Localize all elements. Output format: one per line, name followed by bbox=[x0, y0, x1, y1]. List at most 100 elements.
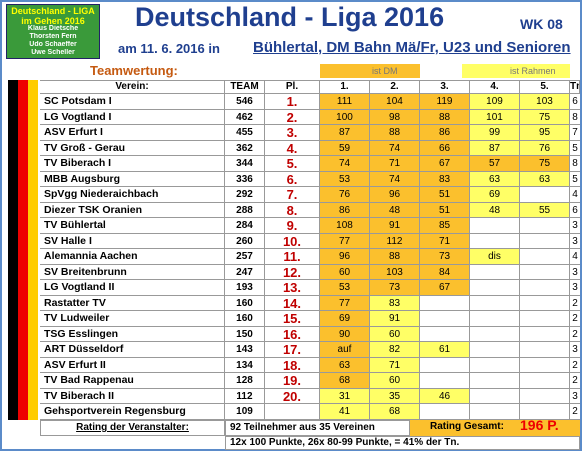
score: 96 bbox=[320, 249, 370, 265]
column-header: 2. bbox=[370, 80, 420, 94]
participants: 3 bbox=[570, 218, 580, 234]
score: 95 bbox=[520, 125, 570, 141]
team-name: ASV Erfurt II bbox=[40, 357, 225, 373]
participants: 3 bbox=[570, 233, 580, 249]
score: 75 bbox=[520, 109, 570, 125]
score: 69 bbox=[320, 311, 370, 327]
score: 86 bbox=[320, 202, 370, 218]
score bbox=[470, 311, 520, 327]
team-name: SC Potsdam I bbox=[40, 94, 225, 110]
place: 6. bbox=[265, 171, 320, 187]
score: 108 bbox=[320, 218, 370, 234]
score bbox=[470, 404, 520, 420]
logo-text: Uwe Scheller bbox=[31, 49, 75, 56]
team-points: 193 bbox=[225, 280, 265, 296]
legend-dm: ist DM bbox=[320, 64, 420, 78]
score: 51 bbox=[420, 202, 470, 218]
score bbox=[520, 311, 570, 327]
score: 76 bbox=[520, 140, 570, 156]
place: 1. bbox=[265, 94, 320, 110]
team-points: 160 bbox=[225, 311, 265, 327]
score: 48 bbox=[470, 202, 520, 218]
score bbox=[470, 233, 520, 249]
score: 51 bbox=[420, 187, 470, 203]
column-header: 5. bbox=[520, 80, 570, 94]
participants: 3 bbox=[570, 388, 580, 404]
score bbox=[470, 280, 520, 296]
team-points: 247 bbox=[225, 264, 265, 280]
team-name: ASV Erfurt I bbox=[40, 125, 225, 141]
logo-text: Thorsten Fern bbox=[29, 33, 77, 40]
score: 88 bbox=[420, 109, 470, 125]
place: 4. bbox=[265, 140, 320, 156]
team-name: TSG Esslingen bbox=[40, 326, 225, 342]
score: 83 bbox=[420, 171, 470, 187]
score: 59 bbox=[320, 140, 370, 156]
score: 87 bbox=[320, 125, 370, 141]
score: 55 bbox=[520, 202, 570, 218]
score: 88 bbox=[370, 125, 420, 141]
score bbox=[470, 357, 520, 373]
team-name: SV Breitenbrunn bbox=[40, 264, 225, 280]
score bbox=[470, 218, 520, 234]
score bbox=[520, 264, 570, 280]
rating-total-label: Rating Gesamt: bbox=[410, 420, 580, 436]
score: 112 bbox=[370, 233, 420, 249]
column-header: TEAM bbox=[225, 80, 265, 94]
score: 76 bbox=[320, 187, 370, 203]
column-header: Tn. bbox=[570, 80, 580, 94]
place: 12. bbox=[265, 264, 320, 280]
participants: 3 bbox=[570, 264, 580, 280]
score: 74 bbox=[370, 140, 420, 156]
score bbox=[420, 357, 470, 373]
venue: Bühlertal, DM Bahn Mä/Fr, U23 und Senior… bbox=[253, 39, 571, 56]
score: 87 bbox=[470, 140, 520, 156]
flag-red bbox=[18, 80, 28, 420]
place: 17. bbox=[265, 342, 320, 358]
score bbox=[420, 326, 470, 342]
team-points: 260 bbox=[225, 233, 265, 249]
team-name: TV Groß - Gerau bbox=[40, 140, 225, 156]
place: 18. bbox=[265, 357, 320, 373]
place: 11. bbox=[265, 249, 320, 265]
participants: 8 bbox=[570, 156, 580, 172]
team-name: Alemannia Aachen bbox=[40, 249, 225, 265]
title: Deutschland - Liga 2016 bbox=[135, 2, 445, 32]
score bbox=[520, 218, 570, 234]
teamwertung: Teamwertung: bbox=[90, 63, 178, 78]
wk: WK 08 bbox=[520, 16, 563, 32]
score bbox=[520, 357, 570, 373]
date: am 11. 6. 2016 in bbox=[118, 41, 220, 56]
team-points: 112 bbox=[225, 388, 265, 404]
score bbox=[470, 373, 520, 389]
score: 63 bbox=[520, 171, 570, 187]
score: 71 bbox=[370, 156, 420, 172]
team-name: SpVgg Niederaichbach bbox=[40, 187, 225, 203]
team-points: 362 bbox=[225, 140, 265, 156]
team-name: LG Vogtland II bbox=[40, 280, 225, 296]
flag-black bbox=[8, 80, 18, 420]
place: 3. bbox=[265, 125, 320, 141]
participants: 2 bbox=[570, 404, 580, 420]
team-name: MBB Augsburg bbox=[40, 171, 225, 187]
score: 86 bbox=[420, 125, 470, 141]
team-name: Gehsportverein Regensburg bbox=[40, 404, 225, 420]
column-header: Pl. bbox=[265, 80, 320, 94]
logo-text: im Gehen 2016 bbox=[21, 16, 85, 26]
participants: 2 bbox=[570, 357, 580, 373]
team-name: TV Biberach I bbox=[40, 156, 225, 172]
logo-text: Udo Schaeffer bbox=[29, 41, 77, 48]
score bbox=[470, 264, 520, 280]
team-points: 128 bbox=[225, 373, 265, 389]
column-header: 4. bbox=[470, 80, 520, 94]
score: 68 bbox=[320, 373, 370, 389]
team-points: 462 bbox=[225, 109, 265, 125]
participants: 4 bbox=[570, 249, 580, 265]
score: 111 bbox=[320, 94, 370, 110]
score: 100 bbox=[320, 109, 370, 125]
score: 96 bbox=[370, 187, 420, 203]
place: 13. bbox=[265, 280, 320, 296]
participants: 4 bbox=[570, 187, 580, 203]
participants: 7 bbox=[570, 125, 580, 141]
